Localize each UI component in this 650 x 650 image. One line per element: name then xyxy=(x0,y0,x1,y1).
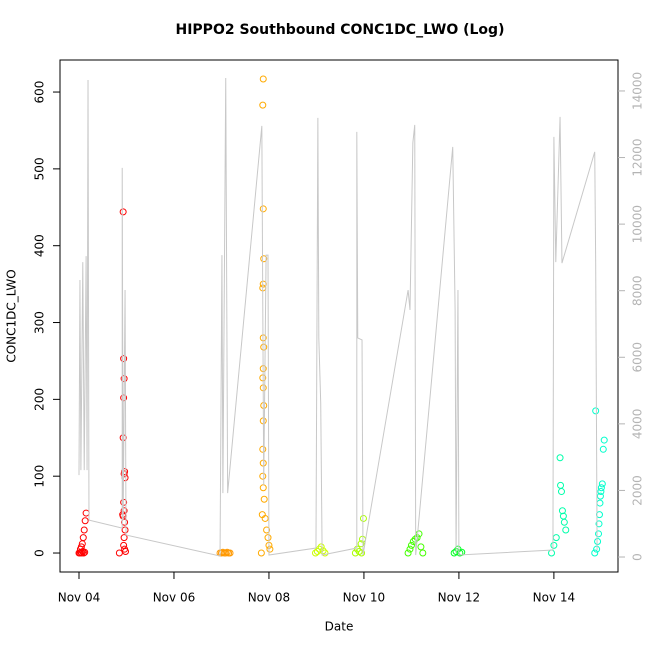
point xyxy=(120,534,128,542)
point xyxy=(358,549,366,557)
point xyxy=(264,534,272,542)
point xyxy=(119,208,127,216)
point xyxy=(257,549,265,557)
point xyxy=(556,454,564,462)
point xyxy=(598,480,606,488)
y2-tick-label: 12000 xyxy=(631,138,645,176)
y-tick-label: 600 xyxy=(33,81,47,104)
y2-tick-label: 14000 xyxy=(631,72,645,110)
point xyxy=(409,537,417,545)
point xyxy=(550,541,558,549)
point xyxy=(120,541,128,549)
point xyxy=(419,549,427,557)
point xyxy=(259,75,267,83)
point xyxy=(260,255,268,263)
y2-tick-label: 6000 xyxy=(631,342,645,373)
y-tick-label: 500 xyxy=(33,157,47,180)
point xyxy=(600,436,608,444)
point xyxy=(359,514,367,522)
point xyxy=(81,517,89,525)
point xyxy=(595,520,603,528)
point xyxy=(115,549,123,557)
y2-tick-label: 2000 xyxy=(631,475,645,506)
point xyxy=(592,407,600,415)
point xyxy=(560,518,568,526)
point xyxy=(122,547,130,555)
point xyxy=(120,355,128,363)
point xyxy=(77,543,85,551)
point xyxy=(596,492,604,500)
point xyxy=(558,507,566,515)
point xyxy=(120,394,128,402)
point xyxy=(404,549,412,557)
y-tick-label: 300 xyxy=(33,311,47,334)
point xyxy=(259,445,267,453)
point xyxy=(121,518,129,526)
y-axis-label: CONC1DC_LWO xyxy=(5,269,19,362)
point xyxy=(595,530,603,538)
chart-title: HIPPO2 Southbound CONC1DC_LWO (Log) xyxy=(176,22,505,38)
x-axis-label: Date xyxy=(325,620,354,634)
point xyxy=(80,526,88,534)
point xyxy=(406,545,414,553)
point xyxy=(260,495,268,503)
point xyxy=(311,549,319,557)
x-tick-label: Nov 14 xyxy=(533,591,576,605)
point xyxy=(121,526,129,534)
y2-tick-label: 0 xyxy=(631,553,645,561)
y2-tick-label: 4000 xyxy=(631,409,645,440)
x-tick-label: Nov 10 xyxy=(343,591,386,605)
y-tick-label: 200 xyxy=(33,388,47,411)
point xyxy=(562,526,570,534)
y2-tick-label: 10000 xyxy=(631,205,645,243)
plot-frame xyxy=(59,59,619,573)
point xyxy=(317,543,325,551)
point xyxy=(319,547,327,555)
point xyxy=(79,534,87,542)
point xyxy=(597,484,605,492)
point xyxy=(599,445,607,453)
point xyxy=(263,526,271,534)
point xyxy=(120,507,128,515)
y-tick-label: 0 xyxy=(33,549,47,557)
point xyxy=(357,540,365,548)
x-tick-label: Nov 08 xyxy=(248,591,291,605)
point xyxy=(266,545,274,553)
y2-tick-label: 8000 xyxy=(631,275,645,306)
point xyxy=(557,488,565,496)
point xyxy=(597,488,605,496)
point xyxy=(259,101,267,109)
x-tick-label: Nov 12 xyxy=(438,591,481,605)
point xyxy=(120,470,128,478)
point xyxy=(261,514,269,522)
point xyxy=(417,543,425,551)
x-tick-label: Nov 04 xyxy=(58,591,101,605)
point xyxy=(591,549,599,557)
y-tick-label: 100 xyxy=(33,465,47,488)
point xyxy=(407,541,415,549)
line xyxy=(78,77,598,557)
point xyxy=(259,205,267,213)
point xyxy=(259,472,267,480)
point xyxy=(594,537,602,545)
point xyxy=(260,343,268,351)
y-tick-label: 400 xyxy=(33,234,47,257)
x-tick-label: Nov 06 xyxy=(153,591,196,605)
point xyxy=(226,549,234,557)
